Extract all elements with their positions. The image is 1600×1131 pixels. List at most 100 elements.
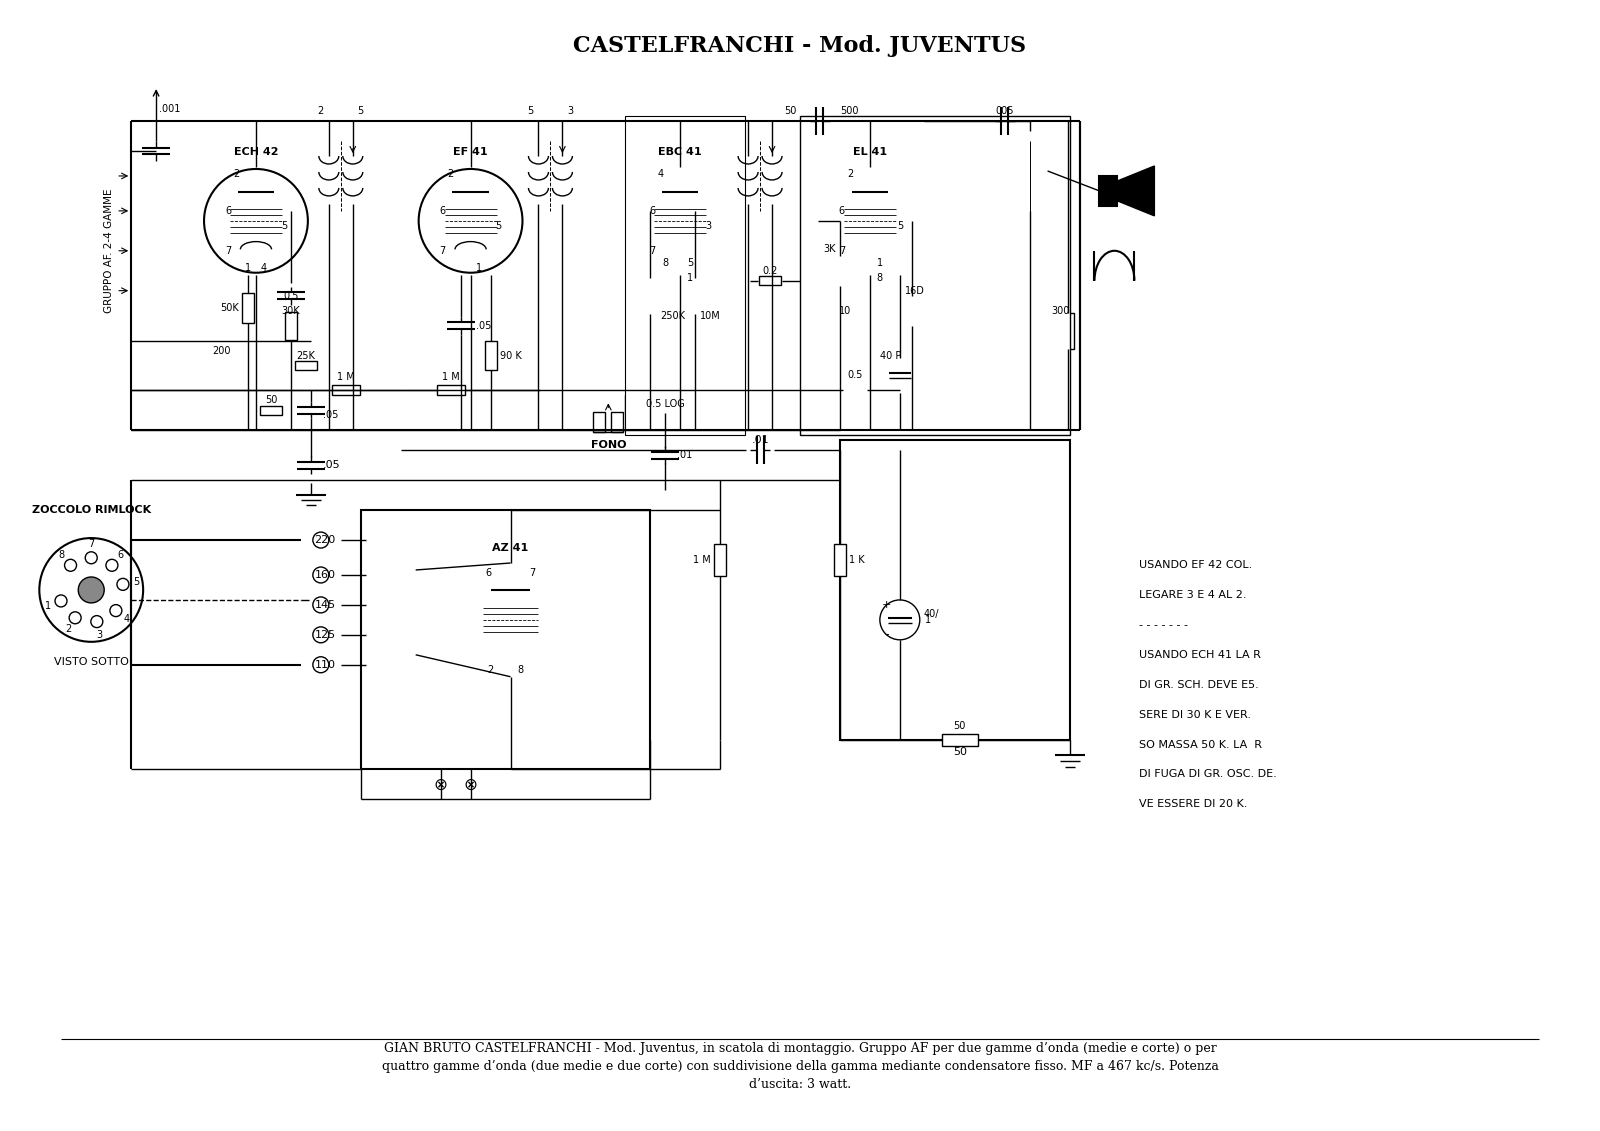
Circle shape	[106, 560, 118, 571]
Text: 500: 500	[840, 106, 859, 116]
Bar	[437, 386, 464, 396]
Text: 3K: 3K	[824, 244, 837, 253]
Text: .001: .001	[158, 104, 181, 114]
Text: 7: 7	[650, 245, 656, 256]
Text: 4: 4	[658, 169, 664, 179]
Circle shape	[85, 552, 98, 563]
Bar	[294, 361, 317, 370]
Text: 7: 7	[226, 245, 230, 256]
Text: 6: 6	[650, 206, 656, 216]
Text: SERE DI 30 K E VER.: SERE DI 30 K E VER.	[1139, 709, 1251, 719]
Text: 6: 6	[117, 550, 123, 560]
Text: 40/: 40/	[923, 608, 939, 619]
Text: DI GR. SCH. DEVE E5.: DI GR. SCH. DEVE E5.	[1139, 680, 1259, 690]
Text: 5: 5	[280, 221, 286, 231]
Bar	[800, 116, 1069, 435]
Text: GIAN BRUTO CASTELFRANCHI - Mod. Juventus, in scatola di montaggio. Gruppo AF per: GIAN BRUTO CASTELFRANCHI - Mod. Juventus…	[384, 1043, 1216, 1055]
Circle shape	[882, 357, 918, 394]
Circle shape	[54, 595, 67, 607]
Text: - - - - - - -: - - - - - - -	[1139, 620, 1189, 630]
Text: 5: 5	[896, 221, 902, 231]
Circle shape	[110, 605, 122, 616]
Bar	[259, 406, 282, 415]
Bar	[360, 510, 650, 769]
Text: 5: 5	[528, 106, 533, 116]
Text: 1 M: 1 M	[442, 372, 459, 382]
Text: d’uscita: 3 watt.: d’uscita: 3 watt.	[749, 1078, 851, 1091]
Text: 0.5 LOG: 0.5 LOG	[646, 399, 685, 409]
Circle shape	[314, 532, 330, 549]
Text: 1: 1	[45, 601, 51, 611]
Bar	[611, 413, 624, 432]
Text: 2: 2	[846, 169, 853, 179]
Bar	[1000, 131, 1059, 210]
Circle shape	[314, 627, 330, 642]
Circle shape	[314, 597, 330, 613]
Text: ⊗: ⊗	[434, 776, 448, 794]
Text: VE ESSERE DI 20 K.: VE ESSERE DI 20 K.	[1139, 800, 1248, 810]
Text: CASTELFRANCHI - Mod. JUVENTUS: CASTELFRANCHI - Mod. JUVENTUS	[573, 35, 1027, 58]
Text: 0.5: 0.5	[848, 371, 862, 380]
Text: 1: 1	[245, 262, 251, 273]
Text: DI FUGA DI GR. OSC. DE.: DI FUGA DI GR. OSC. DE.	[1139, 769, 1277, 779]
Text: 1: 1	[686, 273, 693, 283]
Circle shape	[456, 566, 565, 675]
Bar	[594, 413, 605, 432]
Bar	[485, 340, 496, 371]
Bar	[626, 396, 706, 413]
Text: .05: .05	[323, 411, 338, 421]
Text: 8: 8	[877, 273, 883, 283]
Text: 1: 1	[877, 258, 883, 268]
Text: EBC 41: EBC 41	[658, 147, 702, 157]
Text: EF 41: EF 41	[453, 147, 488, 157]
Text: 160: 160	[315, 570, 336, 580]
Text: 145: 145	[315, 599, 336, 610]
Text: 0.5: 0.5	[283, 291, 299, 301]
Text: 7: 7	[88, 539, 94, 550]
Text: 50: 50	[784, 106, 797, 116]
Circle shape	[629, 169, 733, 273]
Text: 1: 1	[925, 615, 931, 624]
Text: 40 P: 40 P	[880, 351, 901, 361]
Circle shape	[40, 538, 142, 641]
Text: 2: 2	[66, 624, 72, 634]
Text: 6: 6	[838, 206, 845, 216]
Text: USANDO ECH 41 LA R: USANDO ECH 41 LA R	[1139, 650, 1261, 659]
Bar	[645, 278, 656, 313]
Text: 6: 6	[440, 206, 446, 216]
Circle shape	[314, 567, 330, 582]
Text: 2: 2	[318, 106, 323, 116]
Circle shape	[363, 662, 368, 667]
Text: 3: 3	[706, 221, 712, 231]
Text: VISTO SOTTO: VISTO SOTTO	[54, 657, 128, 667]
Text: GRUPPO AF. 2-4 GAMME: GRUPPO AF. 2-4 GAMME	[104, 189, 114, 313]
Circle shape	[880, 599, 920, 640]
Text: 25K: 25K	[296, 351, 315, 361]
Text: 10: 10	[838, 305, 851, 316]
Bar	[758, 276, 781, 285]
Text: 4: 4	[123, 614, 130, 624]
Text: 1 M: 1 M	[693, 555, 710, 566]
Text: 50: 50	[264, 396, 277, 405]
Bar	[285, 312, 298, 339]
Text: 8: 8	[517, 665, 523, 675]
Text: 110: 110	[315, 659, 336, 670]
Text: 5: 5	[358, 106, 363, 116]
Circle shape	[69, 612, 82, 624]
Text: 3: 3	[568, 106, 573, 116]
Text: LEGARE 3 E 4 AL 2.: LEGARE 3 E 4 AL 2.	[1139, 590, 1246, 599]
Text: 7: 7	[530, 568, 536, 578]
Text: .05: .05	[323, 460, 341, 470]
Bar	[366, 520, 416, 750]
Bar	[906, 295, 918, 326]
Bar	[840, 440, 1069, 740]
Circle shape	[363, 632, 368, 638]
Text: 1 M: 1 M	[338, 372, 355, 382]
Bar	[834, 544, 846, 576]
Bar	[834, 256, 846, 286]
Circle shape	[78, 577, 104, 603]
Text: 3: 3	[96, 630, 102, 640]
Circle shape	[363, 572, 368, 578]
Circle shape	[363, 537, 368, 543]
Text: .01: .01	[677, 450, 693, 460]
